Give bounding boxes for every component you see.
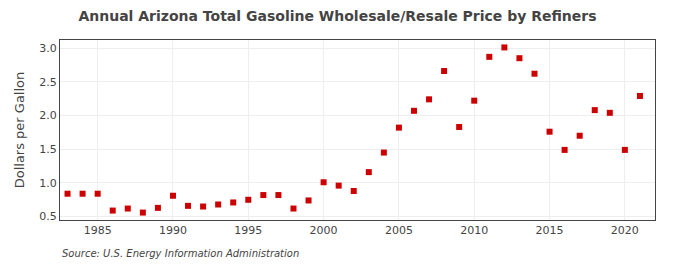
svg-text:0.5: 0.5 — [39, 210, 57, 223]
svg-text:2015: 2015 — [536, 224, 564, 237]
svg-text:1985: 1985 — [84, 224, 112, 237]
svg-text:1990: 1990 — [159, 224, 187, 237]
svg-text:1995: 1995 — [234, 224, 262, 237]
svg-text:3.0: 3.0 — [39, 42, 57, 55]
svg-text:2000: 2000 — [310, 224, 338, 237]
svg-text:2005: 2005 — [385, 224, 413, 237]
svg-text:2020: 2020 — [611, 224, 639, 237]
svg-text:2.0: 2.0 — [39, 109, 57, 122]
svg-text:Dollars per Gallon: Dollars per Gallon — [12, 72, 27, 189]
svg-text:2.5: 2.5 — [39, 76, 57, 89]
svg-text:Source: U.S. Energy Informatio: Source: U.S. Energy Information Administ… — [62, 248, 299, 259]
svg-text:Annual Arizona Total Gasoline: Annual Arizona Total Gasoline Wholesale/… — [78, 8, 596, 24]
svg-text:2010: 2010 — [460, 224, 488, 237]
svg-text:1.5: 1.5 — [39, 143, 57, 156]
svg-text:1.0: 1.0 — [39, 177, 57, 190]
